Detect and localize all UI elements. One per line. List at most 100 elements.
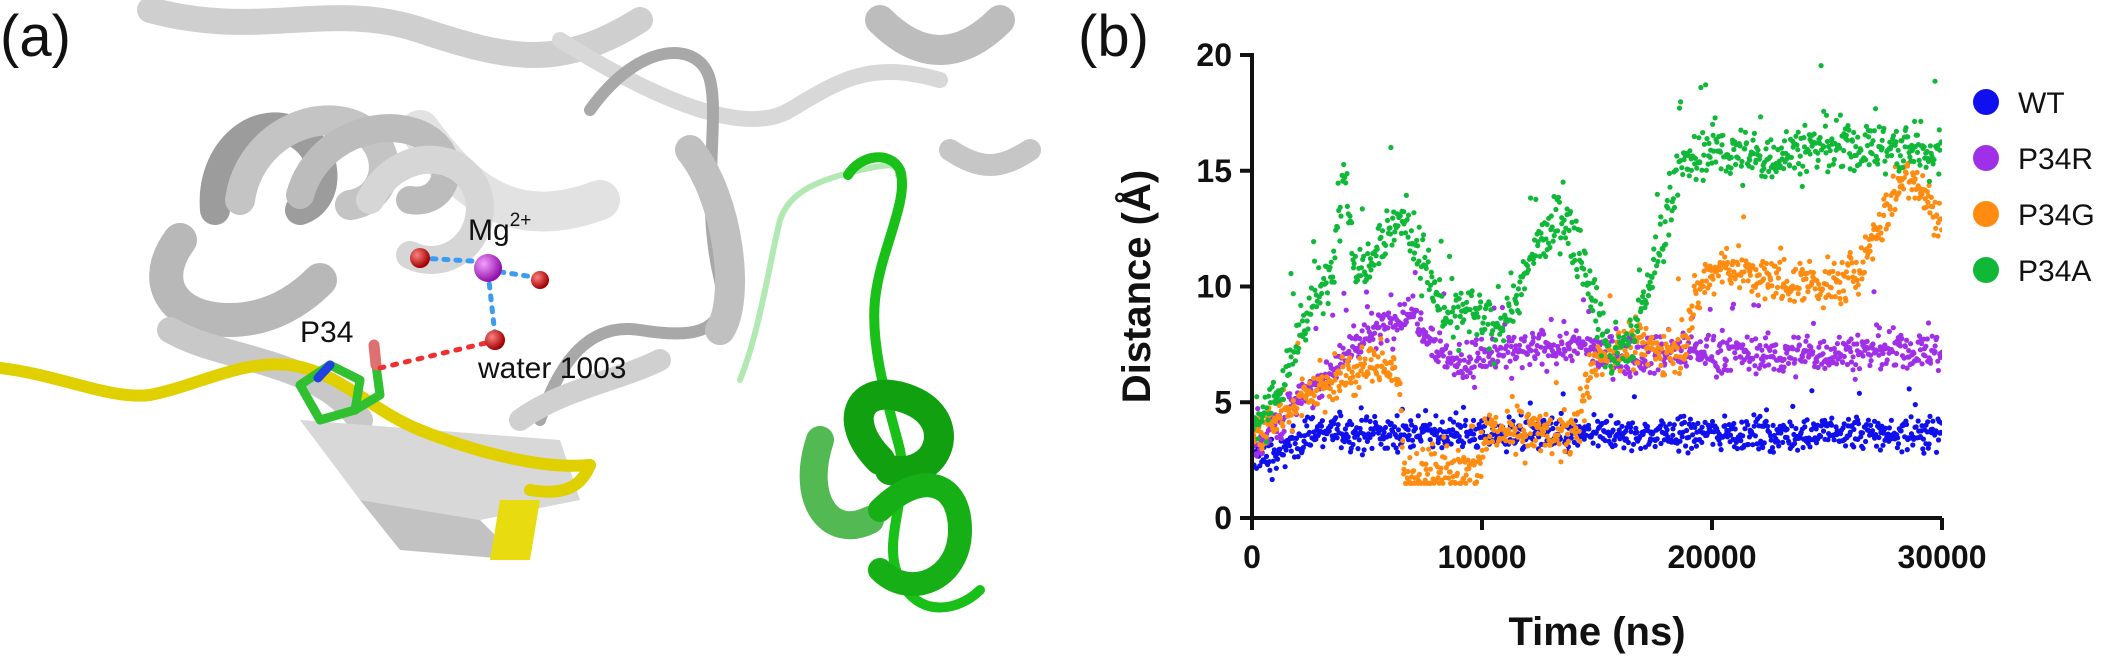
data-point (1607, 293, 1613, 299)
data-point (1613, 319, 1619, 325)
data-point (1855, 421, 1862, 427)
data-point (1860, 259, 1866, 265)
data-point (1635, 360, 1641, 366)
data-point (1615, 361, 1621, 367)
data-point (1505, 349, 1511, 355)
data-point (1349, 220, 1355, 226)
data-point (1544, 221, 1550, 227)
data-point (1271, 447, 1277, 453)
data-point (1427, 437, 1433, 443)
data-point (1829, 136, 1835, 142)
data-point (1653, 334, 1659, 340)
data-point (1359, 328, 1365, 334)
data-point (1915, 418, 1921, 424)
data-point (1938, 216, 1942, 222)
data-point (1560, 179, 1566, 185)
data-point (1361, 361, 1367, 367)
protein-loop-center (509, 46, 745, 431)
data-point (1475, 314, 1481, 320)
data-point (1935, 367, 1941, 374)
data-point (1757, 342, 1763, 349)
data-point (1409, 437, 1416, 443)
data-point (1913, 424, 1919, 430)
data-point (1720, 132, 1726, 138)
data-point (1895, 435, 1901, 441)
data-point (1461, 317, 1467, 323)
data-point (1343, 307, 1349, 313)
data-point (1412, 269, 1418, 276)
data-point (1346, 439, 1352, 445)
data-point (1478, 299, 1484, 305)
data-point (1849, 138, 1855, 144)
data-point (1820, 305, 1826, 311)
data-point (1771, 144, 1777, 150)
data-point (1572, 257, 1578, 263)
data-point (1599, 371, 1605, 378)
data-point (1566, 346, 1572, 352)
data-point (1725, 259, 1731, 266)
data-point (1679, 165, 1685, 171)
data-point (1451, 458, 1457, 464)
data-point (1608, 363, 1614, 369)
data-point (1829, 415, 1835, 421)
data-point (1295, 454, 1301, 460)
data-point (1755, 147, 1761, 153)
data-point (1687, 309, 1693, 315)
hydrogen-bond (377, 339, 493, 371)
data-point (1713, 159, 1719, 165)
data-point (1804, 333, 1810, 339)
data-point (1595, 418, 1601, 424)
data-point (1406, 432, 1412, 438)
data-point (1470, 374, 1476, 380)
data-point (1870, 256, 1876, 262)
data-point (1389, 242, 1395, 248)
data-point (1590, 440, 1596, 446)
data-point (1593, 367, 1599, 373)
data-point (1865, 417, 1871, 423)
data-point (1632, 349, 1638, 355)
data-point (1709, 418, 1716, 425)
data-point (1870, 138, 1876, 144)
data-point (1686, 434, 1692, 440)
data-point (1674, 153, 1680, 159)
data-point (1666, 327, 1672, 333)
data-point (1812, 286, 1818, 292)
data-point (1723, 357, 1729, 364)
data-point (1848, 349, 1854, 355)
data-point (1304, 423, 1310, 429)
data-point (1841, 421, 1847, 427)
data-point (1468, 356, 1474, 362)
data-point (1544, 425, 1550, 431)
data-point (1267, 467, 1273, 473)
data-point (1788, 154, 1794, 160)
data-point (1925, 419, 1931, 425)
data-point (1728, 280, 1734, 286)
data-point (1441, 434, 1447, 440)
data-point (1468, 293, 1474, 299)
data-point (1797, 171, 1803, 177)
data-point (1749, 288, 1755, 294)
data-point (1742, 146, 1748, 152)
data-point (1676, 448, 1682, 454)
data-point (1679, 317, 1685, 323)
data-point (1836, 334, 1842, 340)
data-point (1765, 284, 1771, 290)
data-point (1904, 447, 1910, 453)
data-point (1287, 391, 1293, 397)
data-point (1388, 292, 1394, 298)
data-point (1651, 370, 1657, 376)
data-point (1702, 360, 1708, 366)
data-point (1711, 333, 1717, 339)
data-point (1812, 140, 1819, 146)
data-point (1808, 344, 1814, 350)
data-point (1893, 139, 1899, 145)
data-point (1740, 278, 1746, 284)
data-point (1933, 225, 1939, 231)
data-point (1330, 437, 1336, 443)
data-point (1836, 289, 1842, 295)
data-point (1370, 430, 1377, 436)
data-point (1847, 429, 1853, 435)
data-point (1631, 394, 1637, 400)
data-point (1333, 415, 1339, 421)
data-point (1540, 428, 1547, 435)
